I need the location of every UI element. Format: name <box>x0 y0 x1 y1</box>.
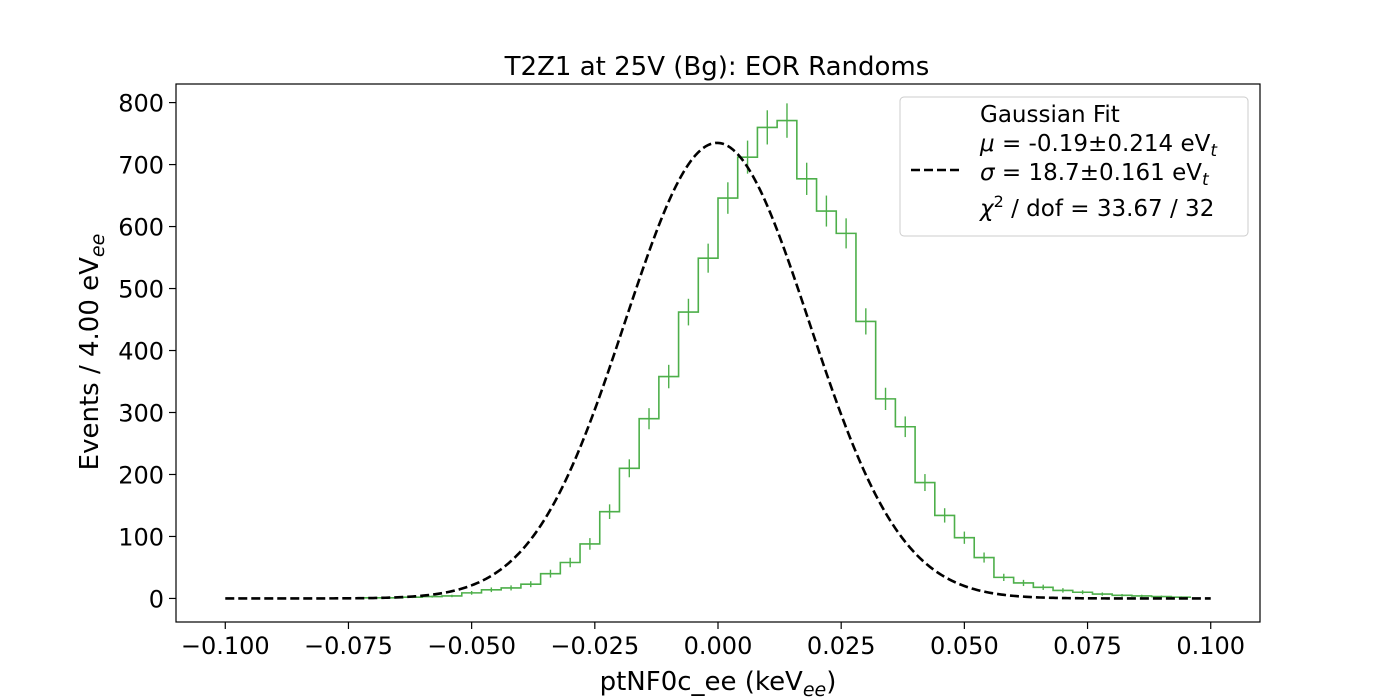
x-axis-label: ptNF0c_ee (keVee) <box>600 667 837 700</box>
x-tick-label: −0.075 <box>304 632 393 660</box>
x-tick-label: −0.050 <box>427 632 516 660</box>
x-axis-label-tail: ) <box>826 667 836 697</box>
y-tick-label: 200 <box>118 461 164 489</box>
gaussian-fit-curve <box>225 141 1211 600</box>
y-axis-label-main: Events / 4.00 eV <box>75 257 105 470</box>
legend: Gaussian Fit μ = -0.19±0.214 eVt σ = 18.… <box>899 96 1249 237</box>
y-axis: 0 100 200 300 400 500 600 700 800 <box>118 90 176 613</box>
legend-box <box>899 96 1249 237</box>
y-tick-label: 300 <box>118 400 164 428</box>
y-tick-label: 400 <box>118 338 164 366</box>
x-tick-label: 0.050 <box>930 632 999 660</box>
x-tick-label: 0.100 <box>1176 632 1245 660</box>
x-tick-label: −0.025 <box>550 632 639 660</box>
y-axis-label: Events / 4.00 eVee <box>75 234 109 471</box>
legend-chi-symbol: χ <box>978 196 995 222</box>
legend-mu-value: -0.19±0.214 eV <box>1029 131 1211 157</box>
legend-mu-symbol: μ <box>979 131 995 157</box>
x-axis-label-sub: ee <box>803 679 826 700</box>
legend-chi-sup: 2 <box>994 192 1004 211</box>
y-axis-label-sub: ee <box>87 234 109 257</box>
legend-line-sigma: σ = 18.7±0.161 eVt <box>980 160 1210 190</box>
plot-area <box>225 103 1211 600</box>
x-axis-label-main: ptNF0c_ee (keV <box>600 667 803 697</box>
y-tick-label: 100 <box>118 523 164 551</box>
y-tick-label: 800 <box>118 90 164 118</box>
y-tick-label: 500 <box>118 276 164 304</box>
legend-chi-rest: / dof = 33.67 / 32 <box>1004 196 1215 222</box>
legend-line-title: Gaussian Fit <box>980 102 1120 128</box>
y-tick-label: 600 <box>118 214 164 242</box>
y-tick-label: 0 <box>149 585 164 613</box>
legend-line-chi2: χ2 / dof = 33.67 / 32 <box>978 192 1214 222</box>
legend-sigma-value: 18.7±0.161 eV <box>1028 160 1202 186</box>
histogram-steps <box>363 119 1192 599</box>
y-tick-label: 700 <box>118 152 164 180</box>
legend-mu-sub: t <box>1210 141 1218 161</box>
x-tick-label: 0.075 <box>1053 632 1122 660</box>
legend-sigma-symbol: σ <box>980 160 996 186</box>
chart-title: T2Z1 at 25V (Bg): EOR Randoms <box>504 52 930 82</box>
x-tick-label: −0.100 <box>181 632 270 660</box>
legend-sigma-sub: t <box>1202 170 1210 190</box>
x-axis: −0.100 −0.075 −0.050 −0.025 0.000 0.025 0.050 0… <box>181 622 1245 660</box>
legend-line-mu: μ = -0.19±0.214 eVt <box>979 131 1218 161</box>
x-tick-label: 0.000 <box>684 632 753 660</box>
x-tick-label: 0.025 <box>807 632 876 660</box>
